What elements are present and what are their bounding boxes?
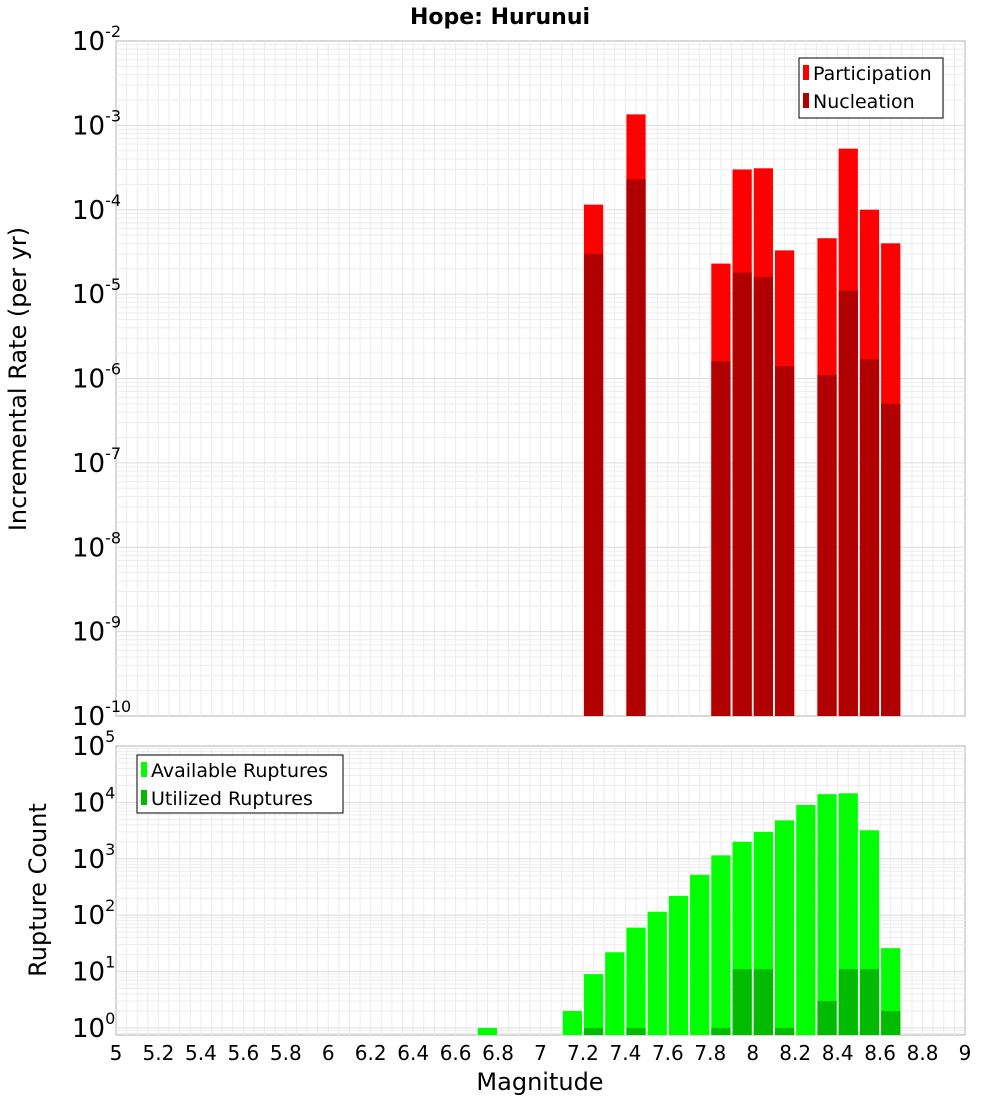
rate-grid xyxy=(116,41,965,716)
rate-bars xyxy=(583,114,901,717)
legend-swatch-nucleation xyxy=(803,93,809,108)
count-bar-available-ruptures xyxy=(711,855,731,1035)
legend-label-utilized: Utilized Ruptures xyxy=(151,788,313,810)
count-bar-available-ruptures xyxy=(774,820,795,1035)
count-bar-available-ruptures xyxy=(626,927,646,1035)
rate-y-tick-label: 10-9 xyxy=(72,613,121,648)
count-bar-utilized-ruptures xyxy=(817,1001,837,1035)
count-bar-available-ruptures xyxy=(690,874,710,1035)
rate-bar-nucleation xyxy=(859,359,880,716)
x-tick-label: 7.8 xyxy=(694,1041,726,1065)
count-y-tick-label: 104 xyxy=(72,783,115,818)
legend-label-available: Available Ruptures xyxy=(151,760,328,782)
rate-bar-nucleation xyxy=(626,179,646,716)
count-y-tick-label: 102 xyxy=(72,896,115,931)
x-tick-label: 6.2 xyxy=(355,1041,387,1065)
count-legend-box xyxy=(136,754,344,814)
legend-label-participation: Participation xyxy=(813,63,932,85)
rate-bar-nucleation xyxy=(732,272,752,716)
rate-y-tick-label: 10-4 xyxy=(72,191,121,226)
legend-label-nucleation: Nucleation xyxy=(813,91,915,113)
x-tick-label: 7.4 xyxy=(609,1041,641,1065)
count-bar-utilized-ruptures xyxy=(626,1027,646,1035)
count-bar-utilized-ruptures xyxy=(711,1027,731,1035)
x-tick-label: 5.2 xyxy=(143,1041,175,1065)
count-y-tick-label: 100 xyxy=(72,1009,115,1044)
count-panel: 105 104 103 102 101 100 5 5.2 5.4 5.6 5.8 6 6.2 6.4 6… xyxy=(24,727,971,1096)
x-tick-label: 6 xyxy=(322,1041,335,1065)
count-y-tick-label: 103 xyxy=(72,840,115,875)
rate-bar-nucleation xyxy=(774,366,795,716)
count-bar-available-ruptures xyxy=(817,794,837,1035)
count-bar-available-ruptures xyxy=(647,911,667,1035)
rate-bar-nucleation xyxy=(711,361,731,716)
rate-legend-box xyxy=(798,57,944,119)
rate-y-tick-label: 10-2 xyxy=(72,22,121,57)
x-tick-label: 6.6 xyxy=(440,1041,472,1065)
count-bar-available-ruptures xyxy=(562,1010,582,1035)
count-legend: Available Ruptures Utilized Ruptures xyxy=(136,754,344,814)
rate-y-ticks: 10-2 10-3 10-4 10-5 10-6 10-7 10-8 10-9 10-10 xyxy=(72,22,131,732)
x-tick-label: 8 xyxy=(746,1041,759,1065)
x-tick-label: 6.4 xyxy=(397,1041,429,1065)
x-tick-label: 8.6 xyxy=(864,1041,896,1065)
legend-swatch-available xyxy=(141,762,147,777)
count-bar-utilized-ruptures xyxy=(583,1027,604,1035)
rate-y-axis-label: Incremental Rate (per yr) xyxy=(4,227,32,531)
rate-y-tick-label: 10-6 xyxy=(72,360,121,395)
rate-y-tick-label: 10-10 xyxy=(72,697,131,732)
count-bar-utilized-ruptures xyxy=(881,1010,901,1035)
rate-y-tick-label: 10-7 xyxy=(72,444,121,479)
rate-bar-nucleation xyxy=(838,290,858,716)
legend-swatch-utilized xyxy=(141,790,147,805)
count-bar-utilized-ruptures xyxy=(753,969,773,1035)
x-tick-label: 8.2 xyxy=(779,1041,811,1065)
count-bar-available-ruptures xyxy=(583,974,604,1035)
count-bar-available-ruptures xyxy=(796,804,816,1035)
rate-y-tick-label: 10-8 xyxy=(72,528,121,563)
rate-bar-nucleation xyxy=(753,276,773,716)
count-bar-utilized-ruptures xyxy=(838,969,858,1035)
count-bar-utilized-ruptures xyxy=(732,969,752,1035)
x-tick-label: 7.2 xyxy=(567,1041,599,1065)
x-tick-label: 8.4 xyxy=(822,1041,854,1065)
count-bar-available-ruptures xyxy=(605,952,625,1035)
rate-y-tick-label: 10-3 xyxy=(72,106,121,141)
rate-bar-nucleation xyxy=(817,375,837,716)
x-tick-label: 7.6 xyxy=(652,1041,684,1065)
x-axis-label: Magnitude xyxy=(476,1068,603,1096)
count-bar-available-ruptures xyxy=(477,1027,498,1035)
x-tick-label: 5.8 xyxy=(270,1041,302,1065)
legend-swatch-participation xyxy=(803,65,809,80)
count-x-ticks: 5 5.2 5.4 5.6 5.8 6 6.2 6.4 6.6 6.8 7 7.2 7.4 7.6 7.8 8… xyxy=(110,1041,972,1065)
chart-title: Hope: Hurunui xyxy=(410,5,590,30)
count-y-tick-label: 101 xyxy=(72,953,115,988)
count-y-tick-label: 105 xyxy=(72,727,115,762)
x-tick-label: 7 xyxy=(534,1041,547,1065)
count-bars xyxy=(477,793,901,1035)
rate-y-tick-label: 10-5 xyxy=(72,275,121,310)
count-bar-utilized-ruptures xyxy=(774,1027,795,1035)
rate-panel: 10-2 10-3 10-4 10-5 10-6 10-7 10-8 10-9 10-10 In… xyxy=(4,22,966,732)
count-bar-utilized-ruptures xyxy=(859,969,880,1035)
x-tick-label: 9 xyxy=(959,1041,972,1065)
rate-legend: Participation Nucleation xyxy=(798,57,944,119)
x-tick-label: 5.4 xyxy=(185,1041,217,1065)
rate-bar-nucleation xyxy=(583,253,604,716)
x-tick-label: 6.8 xyxy=(482,1041,514,1065)
count-y-axis-label: Rupture Count xyxy=(24,803,52,977)
x-tick-label: 5 xyxy=(110,1041,123,1065)
rate-bar-nucleation xyxy=(881,403,901,716)
count-y-ticks: 105 104 103 102 101 100 xyxy=(72,727,115,1044)
count-bar-available-ruptures xyxy=(668,895,689,1035)
x-tick-label: 8.8 xyxy=(907,1041,939,1065)
x-tick-label: 5.6 xyxy=(227,1041,259,1065)
